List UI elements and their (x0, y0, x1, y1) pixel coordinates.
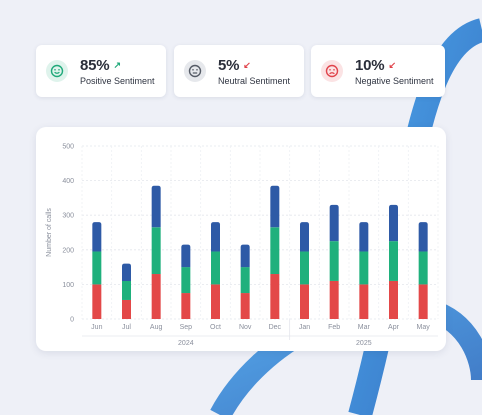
bar-segment (418, 251, 428, 285)
frown-icon (321, 60, 343, 82)
bar-segment (92, 251, 102, 285)
bar-segment (92, 284, 102, 319)
bar-segment (418, 222, 428, 252)
year-label: 2025 (356, 340, 372, 347)
bar-segment (211, 251, 220, 285)
y-tick-label: 500 (62, 144, 74, 151)
neutral-percent: 5% (218, 56, 240, 74)
x-tick-label: Nov (239, 324, 252, 331)
bar-segment (389, 241, 398, 281)
bar-segment (122, 280, 131, 300)
negative-percent: 10% (355, 56, 385, 74)
bar-segment (92, 222, 102, 252)
bar-segment (211, 284, 220, 319)
y-tick-label: 200 (62, 247, 74, 254)
neutral-face-icon (184, 60, 206, 82)
arrow-up-right-icon: ↗ (113, 59, 121, 70)
bar-segment (329, 204, 339, 242)
bar-segment (270, 227, 280, 275)
positive-sentiment-card: 85% ↗ Positive Sentiment (36, 45, 166, 97)
x-tick-label: Sep (180, 324, 193, 331)
calls-chart-panel: 0 100 200 300 400 500 Number of calls Jun Jul Aug… (36, 127, 446, 351)
x-tick-label: Oct (210, 324, 221, 331)
bar-segment (359, 284, 369, 319)
bar-segment (151, 274, 161, 319)
x-tick-label: May (417, 324, 431, 331)
bar-segment (329, 241, 339, 281)
positive-label: Positive Sentiment (80, 75, 155, 86)
x-tick-label: Aug (150, 324, 163, 331)
bar-segment (211, 222, 220, 252)
y-tick-label: 300 (62, 213, 74, 220)
x-tick-label: Feb (328, 324, 340, 331)
bar-segment (389, 280, 398, 319)
smile-icon (46, 60, 68, 82)
y-tick-label: 100 (62, 282, 74, 289)
x-tick-label: Jul (122, 324, 131, 331)
y-tick-label: 0 (70, 317, 74, 324)
bar-segment (181, 244, 191, 268)
bar-segment (300, 284, 309, 319)
neutral-sentiment-card: 5% ↙ Neutral Sentiment (174, 45, 304, 97)
bar-segment (270, 185, 280, 228)
stacked-bar-chart: 0 100 200 300 400 500 Number of calls Jun Jul Aug… (46, 144, 439, 347)
bar-segment (389, 204, 398, 242)
bar-segment (122, 299, 131, 319)
negative-label: Negative Sentiment (355, 75, 434, 86)
negative-sentiment-card: 10% ↙ Negative Sentiment (311, 45, 445, 97)
arrow-down-left-icon: ↙ (243, 59, 251, 70)
x-tick-label: Mar (358, 324, 371, 331)
bar-segment (418, 284, 428, 319)
bar-segment (151, 185, 161, 228)
x-tick-label: Apr (388, 324, 400, 331)
bar-segment (300, 251, 309, 285)
bar-segment (329, 280, 339, 319)
y-axis-label: Number of calls (46, 208, 53, 257)
arrow-down-left-icon: ↙ (388, 59, 396, 70)
bar-segment (240, 244, 250, 268)
bar-segment (151, 227, 161, 275)
x-tick-label: Jan (299, 324, 310, 331)
y-tick-label: 400 (62, 178, 74, 185)
bar-segment (181, 267, 191, 294)
neutral-label: Neutral Sentiment (218, 75, 291, 86)
positive-percent: 85% (80, 56, 110, 74)
bar-segment (359, 251, 369, 285)
bar-segment (359, 222, 369, 252)
bar-segment (122, 263, 131, 281)
bar-segment (300, 222, 309, 252)
bar-segment (181, 293, 191, 319)
x-tick-label: Dec (269, 324, 282, 331)
x-tick-label: Jun (91, 324, 102, 331)
bar-segment (240, 267, 250, 294)
year-label: 2024 (178, 340, 194, 347)
bar-segment (240, 293, 250, 319)
bar-segment (270, 274, 280, 319)
